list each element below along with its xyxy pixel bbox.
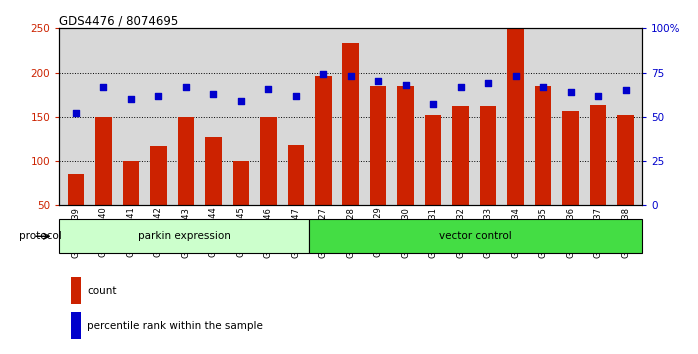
- Bar: [315, 76, 332, 205]
- Point: [290, 93, 302, 98]
- Point: [318, 72, 329, 77]
- Bar: [59, 219, 309, 253]
- Bar: [535, 86, 551, 205]
- Bar: [563, 110, 579, 205]
- Bar: [68, 175, 84, 205]
- Bar: [71, 312, 82, 339]
- Bar: [205, 137, 221, 205]
- Point: [482, 80, 493, 86]
- Bar: [288, 145, 304, 205]
- Point: [620, 87, 631, 93]
- Bar: [232, 161, 249, 205]
- Point: [373, 79, 384, 84]
- Bar: [177, 117, 194, 205]
- Point: [125, 96, 136, 102]
- Text: vector control: vector control: [439, 231, 512, 241]
- Bar: [370, 86, 387, 205]
- Bar: [150, 146, 167, 205]
- Point: [593, 93, 604, 98]
- Point: [345, 73, 356, 79]
- Text: count: count: [87, 286, 117, 296]
- Bar: [618, 115, 634, 205]
- Bar: [343, 44, 359, 205]
- Point: [70, 110, 82, 116]
- Bar: [425, 115, 441, 205]
- Bar: [397, 86, 414, 205]
- Text: protocol: protocol: [19, 231, 61, 241]
- Point: [455, 84, 466, 90]
- Text: GDS4476 / 8074695: GDS4476 / 8074695: [59, 14, 179, 27]
- Point: [510, 73, 521, 79]
- Bar: [480, 106, 496, 205]
- Bar: [123, 161, 139, 205]
- Point: [208, 91, 219, 97]
- Point: [400, 82, 411, 88]
- Point: [537, 84, 549, 90]
- Point: [262, 86, 274, 91]
- Point: [180, 84, 191, 90]
- Bar: [590, 105, 607, 205]
- Point: [235, 98, 246, 104]
- Bar: [260, 117, 276, 205]
- Point: [98, 84, 109, 90]
- Bar: [95, 117, 112, 205]
- Bar: [452, 106, 469, 205]
- Text: percentile rank within the sample: percentile rank within the sample: [87, 321, 263, 331]
- Bar: [507, 28, 524, 205]
- Point: [428, 102, 439, 107]
- Point: [565, 89, 577, 95]
- Text: parkin expression: parkin expression: [138, 231, 230, 241]
- Bar: [309, 219, 642, 253]
- Bar: [71, 277, 82, 304]
- Point: [153, 93, 164, 98]
